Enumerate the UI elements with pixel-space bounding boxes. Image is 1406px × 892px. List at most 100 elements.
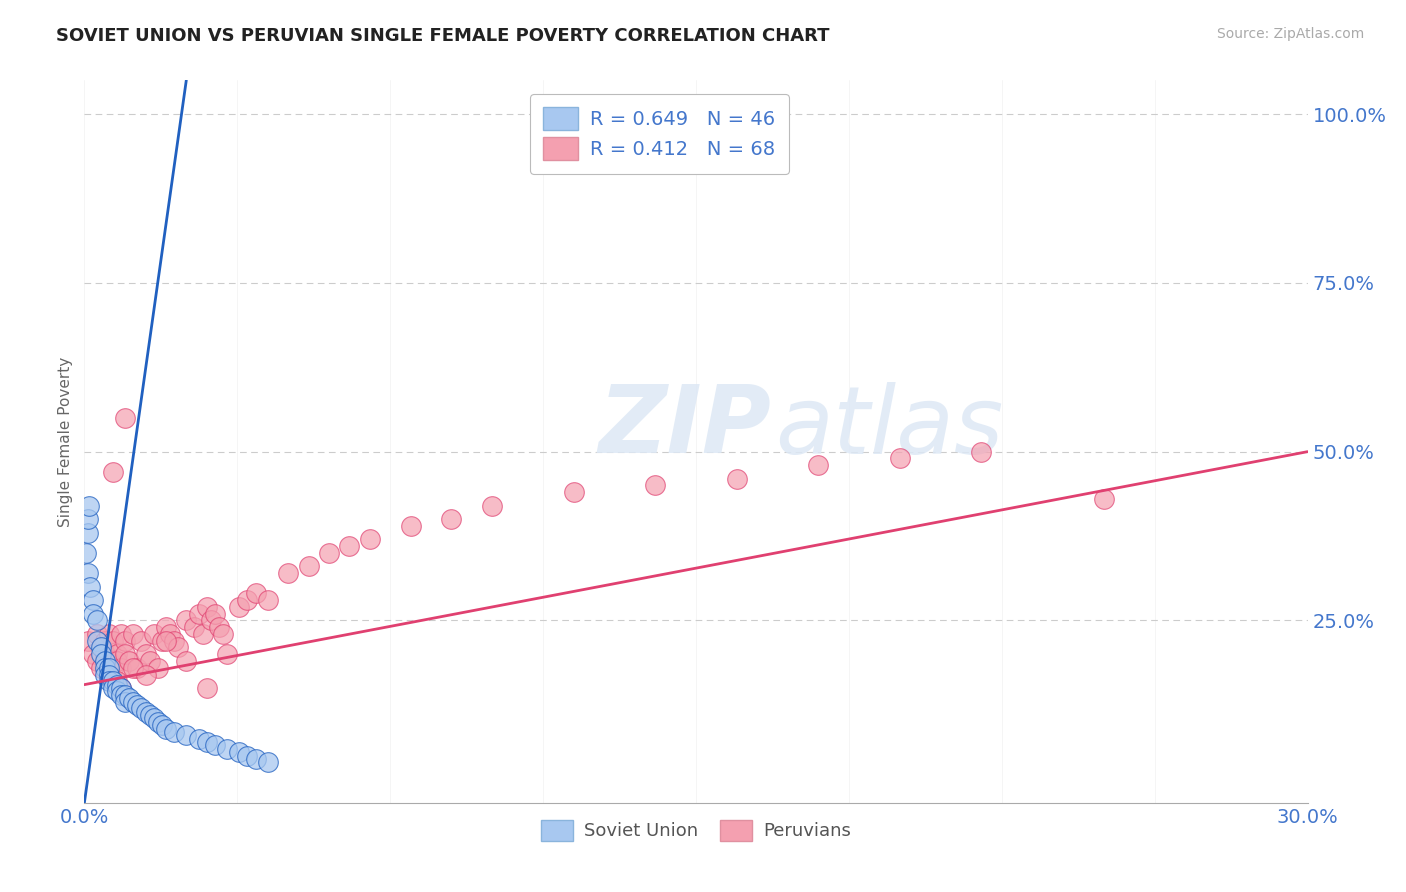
- Point: [212, 627, 235, 641]
- Point: [93, 654, 115, 668]
- Point: [889, 451, 911, 466]
- Point: [86, 614, 108, 628]
- Point: [82, 607, 104, 621]
- Point: [150, 718, 173, 732]
- Point: [97, 667, 120, 681]
- Legend: Soviet Union, Peruvians: Soviet Union, Peruvians: [534, 813, 858, 848]
- Point: [90, 647, 112, 661]
- Point: [105, 674, 128, 689]
- Point: [90, 640, 112, 655]
- Point: [228, 745, 250, 759]
- Point: [138, 654, 160, 668]
- Point: [204, 607, 226, 621]
- Point: [807, 458, 830, 472]
- Point: [187, 731, 209, 746]
- Point: [97, 654, 120, 668]
- Point: [138, 708, 160, 723]
- Point: [195, 735, 218, 749]
- Point: [105, 684, 128, 698]
- Point: [105, 654, 128, 668]
- Point: [114, 411, 136, 425]
- Point: [277, 566, 299, 581]
- Point: [318, 546, 340, 560]
- Point: [208, 620, 231, 634]
- Point: [110, 681, 132, 695]
- Point: [236, 748, 259, 763]
- Point: [399, 519, 422, 533]
- Point: [101, 465, 124, 479]
- Point: [127, 698, 149, 712]
- Point: [146, 714, 169, 729]
- Point: [105, 647, 128, 661]
- Point: [131, 633, 153, 648]
- Text: atlas: atlas: [776, 382, 1004, 473]
- Point: [79, 580, 101, 594]
- Point: [167, 640, 190, 655]
- Point: [155, 620, 177, 634]
- Point: [114, 694, 136, 708]
- Point: [82, 647, 104, 661]
- Point: [174, 614, 197, 628]
- Point: [101, 633, 124, 648]
- Text: ZIP: ZIP: [598, 381, 770, 473]
- Point: [97, 674, 120, 689]
- Point: [76, 512, 98, 526]
- Point: [245, 752, 267, 766]
- Point: [135, 647, 157, 661]
- Point: [110, 661, 132, 675]
- Point: [93, 633, 115, 648]
- Point: [101, 661, 124, 675]
- Point: [114, 688, 136, 702]
- Point: [195, 681, 218, 695]
- Point: [150, 633, 173, 648]
- Point: [142, 627, 165, 641]
- Y-axis label: Single Female Poverty: Single Female Poverty: [58, 357, 73, 526]
- Point: [93, 667, 115, 681]
- Point: [97, 627, 120, 641]
- Point: [155, 633, 177, 648]
- Point: [142, 711, 165, 725]
- Point: [228, 599, 250, 614]
- Point: [339, 539, 361, 553]
- Point: [82, 593, 104, 607]
- Point: [183, 620, 205, 634]
- Point: [105, 678, 128, 692]
- Point: [101, 681, 124, 695]
- Point: [122, 694, 145, 708]
- Point: [86, 633, 108, 648]
- Point: [122, 661, 145, 675]
- Point: [97, 661, 120, 675]
- Point: [110, 688, 132, 702]
- Point: [118, 691, 141, 706]
- Point: [200, 614, 222, 628]
- Point: [204, 739, 226, 753]
- Point: [101, 674, 124, 689]
- Point: [86, 627, 108, 641]
- Point: [135, 667, 157, 681]
- Point: [86, 654, 108, 668]
- Point: [245, 586, 267, 600]
- Point: [77, 566, 100, 581]
- Point: [93, 647, 115, 661]
- Point: [236, 593, 259, 607]
- Point: [217, 741, 239, 756]
- Point: [110, 627, 132, 641]
- Point: [481, 499, 503, 513]
- Point: [110, 681, 132, 695]
- Point: [970, 444, 993, 458]
- Point: [195, 599, 218, 614]
- Point: [562, 485, 585, 500]
- Point: [77, 633, 100, 648]
- Point: [75, 546, 97, 560]
- Point: [77, 525, 100, 540]
- Point: [114, 633, 136, 648]
- Point: [146, 661, 169, 675]
- Point: [187, 607, 209, 621]
- Point: [163, 725, 186, 739]
- Point: [159, 627, 181, 641]
- Point: [359, 533, 381, 547]
- Point: [163, 633, 186, 648]
- Point: [174, 654, 197, 668]
- Point: [257, 756, 280, 770]
- Point: [118, 654, 141, 668]
